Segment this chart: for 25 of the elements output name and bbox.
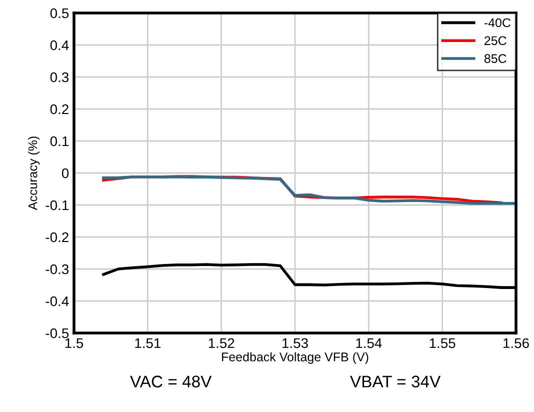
x-tick-label: 1.52 bbox=[208, 338, 234, 348]
y-tick-label: -0.1 bbox=[46, 200, 68, 210]
y-tick-label: -0.3 bbox=[46, 264, 69, 274]
y-tick-label: 0 bbox=[62, 168, 69, 178]
y-tick-label: -0.5 bbox=[46, 328, 69, 338]
x-tick-label: 1.51 bbox=[135, 338, 161, 348]
y-tick-label: 0.5 bbox=[50, 8, 69, 18]
y-tick-label: -0.4 bbox=[46, 296, 69, 306]
y-tick-label: 0.3 bbox=[50, 72, 69, 82]
y-tick-label: 0.2 bbox=[50, 104, 68, 114]
legend-label: 25C bbox=[484, 36, 506, 46]
x-tick-label: 1.55 bbox=[430, 338, 456, 348]
y-tick-label: 0.4 bbox=[50, 40, 69, 50]
x-tick-label: 1.56 bbox=[504, 338, 529, 348]
x-axis-title: Feedback Voltage VFB (V) bbox=[222, 352, 368, 364]
text: VAC = 48V bbox=[130, 376, 212, 388]
y-axis-title: Accuracy (%) bbox=[28, 136, 40, 210]
legend-label: -40C bbox=[484, 18, 511, 28]
x-tick-label: 1.5 bbox=[65, 338, 84, 348]
text: VBAT = 34V bbox=[350, 376, 441, 388]
legend-label: 85C bbox=[484, 54, 506, 63]
x-tick-label: 1.53 bbox=[282, 338, 308, 348]
x-tick-label: 1.54 bbox=[356, 338, 382, 348]
y-tick-label: -0.2 bbox=[46, 232, 68, 242]
y-tick-label: 0.1 bbox=[50, 136, 68, 146]
